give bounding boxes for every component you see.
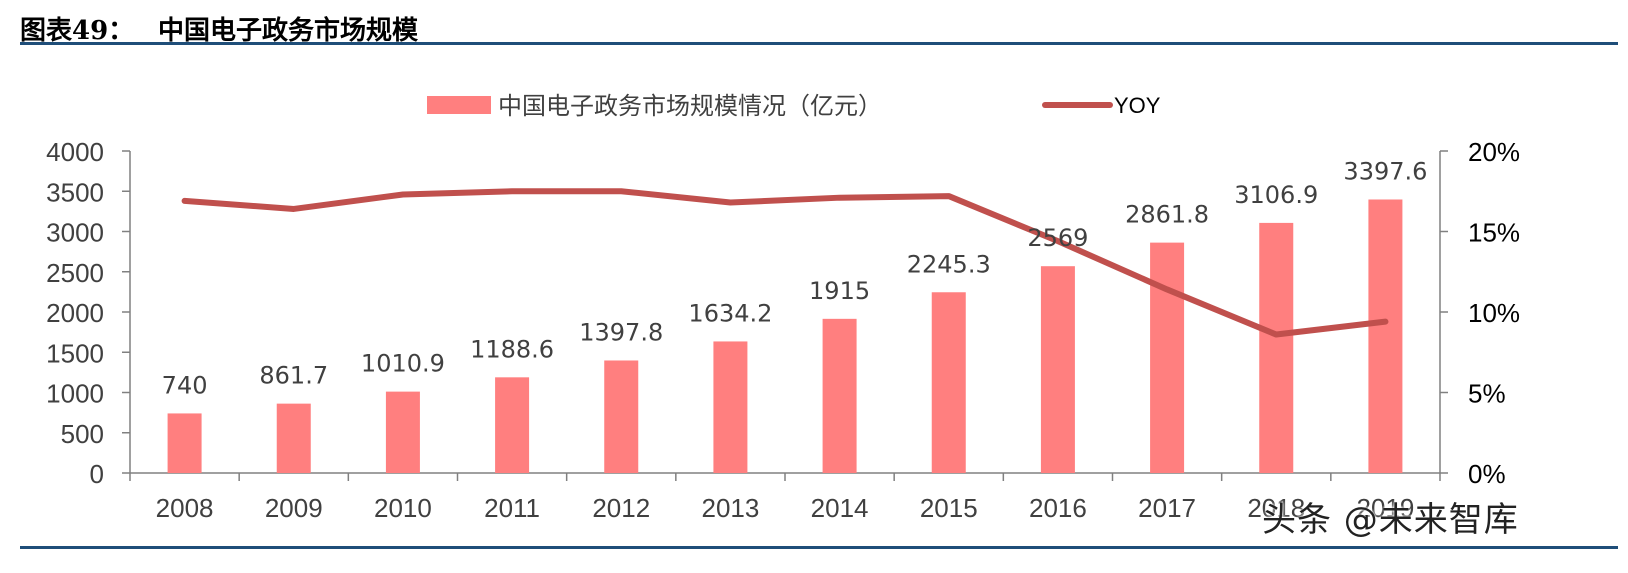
y-left-tick-label: 0: [90, 459, 104, 489]
bar: [167, 413, 202, 473]
bar: [1259, 222, 1294, 473]
line-series: [181, 188, 1389, 338]
legend-line-label: YOY: [1114, 93, 1161, 118]
bar: [1040, 266, 1075, 473]
chart-axes: 0 500 1000 1500 2000 2500 3000 3500 4000 0% 5% 10% 1…: [46, 137, 1520, 523]
figure-title: 中国电子政务市场规模: [158, 16, 419, 46]
y-right-tick-label: 15%: [1468, 218, 1520, 248]
watermark: 头条 @未来智库: [1262, 500, 1519, 540]
y-right-tick-label: 5%: [1468, 379, 1506, 409]
legend-bar-label: 中国电子政务市场规模情况（亿元）: [498, 92, 882, 120]
bar: [385, 391, 420, 473]
y-left-tick-label: 2000: [46, 298, 104, 328]
bar: [604, 360, 639, 473]
bar-data-label: 1010.9: [361, 350, 445, 378]
bar: [931, 292, 966, 473]
bar-data-label: 861.7: [259, 362, 328, 390]
x-tick-label: 2014: [811, 493, 869, 523]
x-tick-label: 2011: [484, 493, 540, 523]
x-tick-label: 2008: [156, 493, 214, 523]
bar-data-label: 2245.3: [907, 250, 991, 278]
y-right-tick-label: 20%: [1468, 137, 1520, 167]
x-tick-label: 2019: [1356, 493, 1414, 523]
y-right-tick-label: 0%: [1468, 459, 1506, 489]
yoy-line: [181, 188, 1389, 338]
bar: [1368, 199, 1403, 473]
bar-data-label: 1188.6: [470, 335, 554, 363]
bar: [713, 341, 748, 473]
top-rule: [20, 42, 1618, 45]
x-tick-label: 2016: [1029, 493, 1087, 523]
y-left-tick-label: 1000: [46, 379, 104, 409]
bar-data-label: 740: [162, 371, 208, 399]
y-left-tick-label: 3500: [46, 177, 104, 207]
x-tick-label: 2010: [374, 493, 432, 523]
bar-data-label: 1397.8: [579, 318, 663, 346]
bar-data-label: 3397.6: [1343, 157, 1427, 185]
figure-header: 图表49： 中国电子政务市场规模: [20, 6, 1620, 48]
y-left-tick-label: 1500: [46, 338, 104, 368]
x-tick-label: 2009: [265, 493, 323, 523]
bar-series: [167, 199, 1403, 473]
x-tick-label: 2012: [592, 493, 650, 523]
bar-data-label: 1634.2: [688, 299, 772, 327]
bar-data-label: 2569: [1027, 224, 1088, 252]
y-right-tick-label: 10%: [1468, 298, 1520, 328]
bar: [495, 377, 530, 473]
bar-data-label: 2861.8: [1125, 201, 1209, 229]
y-left-tick-label: 500: [61, 419, 104, 449]
x-tick-label: 2018: [1247, 493, 1305, 523]
legend-bar-swatch: [427, 96, 491, 114]
bar: [822, 318, 857, 473]
x-tick-label: 2015: [920, 493, 978, 523]
bar: [1150, 242, 1185, 473]
bar-data-label: 1915: [809, 277, 870, 305]
bar-data-labels: 740 861.7 1010.9 1188.6 1397.8 1634.2 1915 2245…: [162, 157, 1428, 399]
bar-data-label: 3106.9: [1234, 181, 1318, 209]
bottom-rule: [20, 546, 1618, 549]
legend: 中国电子政务市场规模情况（亿元） YOY: [427, 92, 1161, 120]
bar: [276, 403, 311, 473]
y-left-tick-label: 3000: [46, 218, 104, 248]
figure-number: 图表49：: [20, 16, 135, 46]
y-left-tick-label: 4000: [46, 137, 104, 167]
x-tick-label: 2013: [701, 493, 759, 523]
y-left-tick-label: 2500: [46, 258, 104, 288]
x-tick-label: 2017: [1138, 493, 1196, 523]
